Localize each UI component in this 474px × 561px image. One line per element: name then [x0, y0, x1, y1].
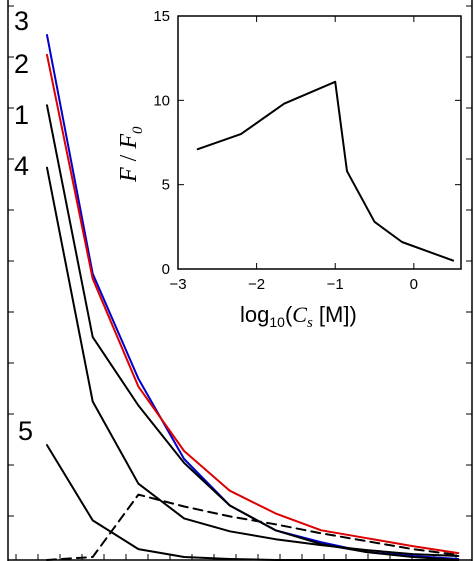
inset-y-tick-label: 10 [153, 92, 170, 109]
main-series-line-5 [46, 444, 460, 561]
inset-chart: −3 −2 −1 0 0 5 10 15 log10(Cs [M]) F / F0 [116, 8, 462, 331]
inset-x-tick-label: 0 [410, 276, 418, 293]
inset-series-line [196, 80, 455, 262]
main-series-lines [46, 34, 460, 561]
inset-x-tick-label: −3 [169, 276, 186, 293]
inset-background [178, 16, 461, 269]
main-series-dashed-line [46, 493, 460, 561]
inset-x-axis-label: log10(Cs [M]) [240, 302, 357, 331]
inset-axis-ticks: −3 −2 −1 0 0 5 10 15 [153, 8, 461, 293]
curve-label-5: 5 [18, 416, 33, 446]
inset-y-axis-label: F / F0 [116, 126, 146, 183]
inset-x-tick-label: −2 [248, 276, 265, 293]
main-series-line-4 [46, 166, 460, 557]
inset-x-tick-label: −1 [327, 276, 344, 293]
inset-y-tick-label: 15 [153, 8, 170, 25]
curve-label-3: 3 [14, 6, 29, 36]
inset-series-line [196, 80, 455, 262]
main-series-line-2 [46, 53, 460, 555]
inset-y-tick-label: 0 [162, 261, 170, 278]
curve-label-2: 2 [14, 49, 29, 79]
inset-frame [177, 15, 462, 270]
curve-label-1: 1 [14, 100, 29, 130]
main-series-line-1 [46, 104, 460, 561]
inset-y-tick-label: 5 [162, 177, 170, 194]
curve-label-4: 4 [14, 151, 29, 181]
